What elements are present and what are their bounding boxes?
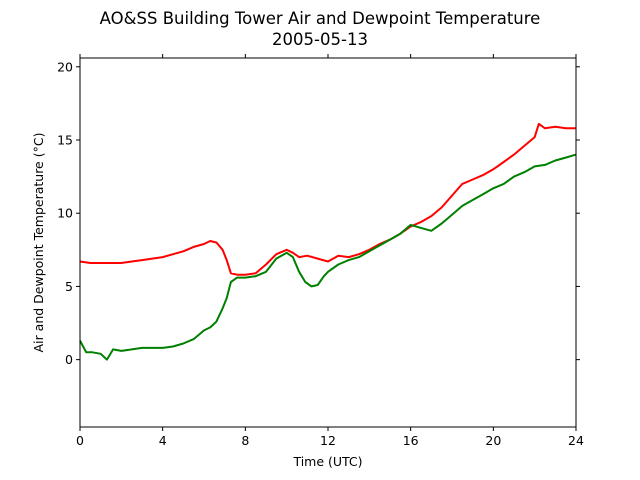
- axes-frame: [79, 57, 577, 428]
- x-tick-label: 24: [568, 433, 584, 448]
- y-tick-label: 10: [57, 206, 73, 221]
- series-line-1: [79, 122, 576, 276]
- y-tick-label: 20: [57, 59, 73, 74]
- y-tick-label: 5: [65, 279, 73, 294]
- series-layer: [79, 122, 577, 361]
- x-tick-label: 4: [159, 433, 167, 448]
- series-line-2: [79, 153, 577, 361]
- x-tick-label: 16: [403, 433, 419, 448]
- x-tick-label: 12: [320, 433, 336, 448]
- chart-title: AO&SS Building Tower Air and Dewpoint Te…: [100, 9, 541, 28]
- x-tick-label: 8: [241, 433, 249, 448]
- y-tick-label: 0: [65, 352, 73, 367]
- x-tick-label: 0: [76, 433, 84, 448]
- x-tick-label: 20: [485, 433, 501, 448]
- y-axis-label: Air and Dewpoint Temperature (°C): [31, 133, 46, 353]
- x-axis-label: Time (UTC): [292, 454, 362, 469]
- chart-subtitle: 2005-05-13: [272, 30, 368, 49]
- ticks-layer: 0 4 8 12 16 20 24 0 5 10 15 20: [57, 54, 584, 448]
- y-tick-label: 15: [57, 133, 73, 148]
